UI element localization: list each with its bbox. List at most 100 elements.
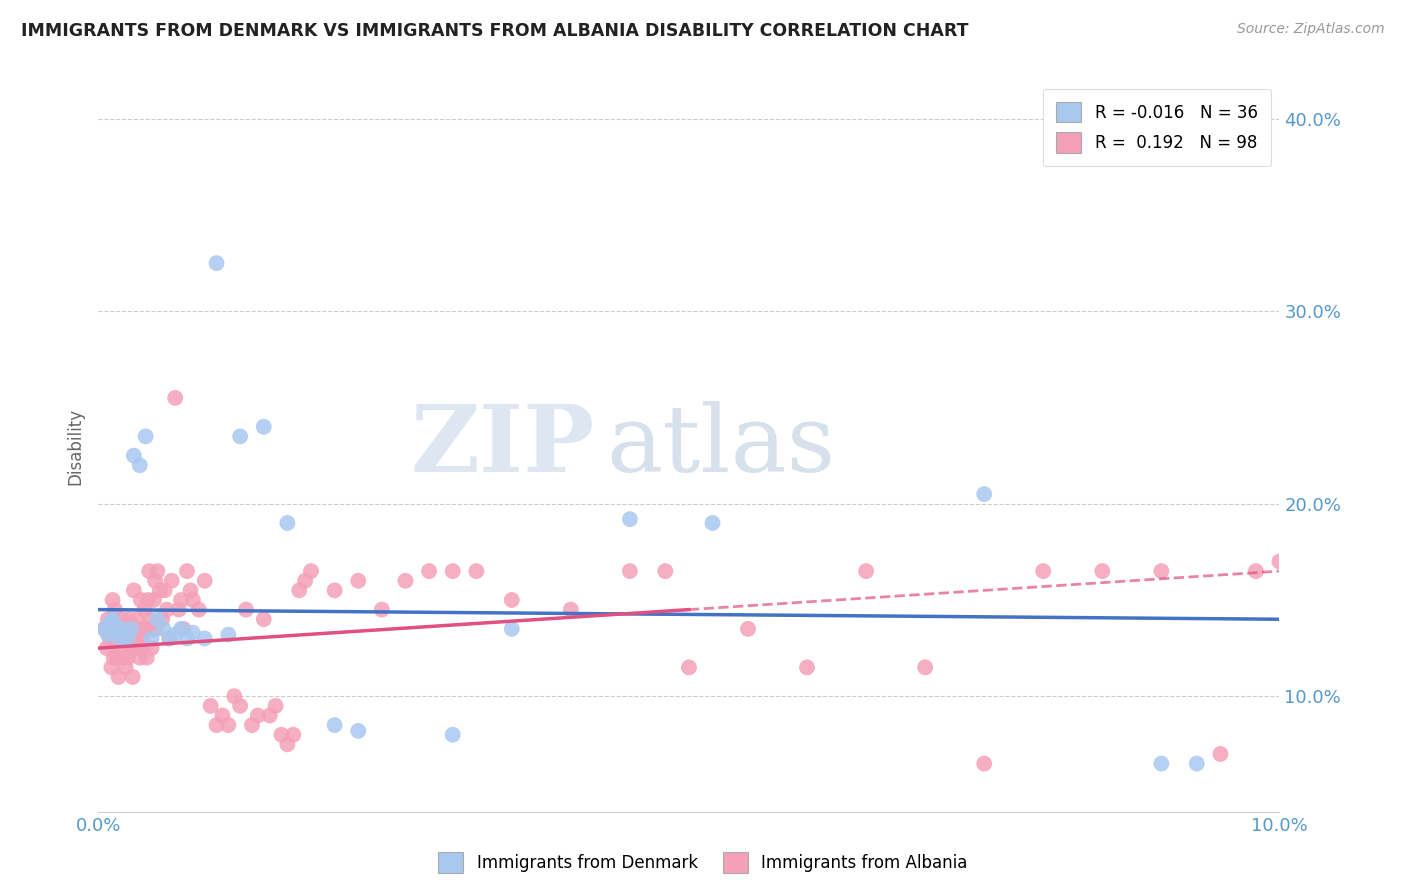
- Point: [347, 723, 370, 738]
- Point: [152, 622, 174, 636]
- Point: [122, 583, 145, 598]
- Point: [146, 564, 169, 578]
- Point: [121, 622, 143, 636]
- Point: [142, 622, 165, 636]
- Point: [122, 449, 145, 463]
- Point: [253, 612, 276, 626]
- Point: [98, 632, 121, 646]
- Point: [619, 564, 641, 578]
- Point: [101, 593, 124, 607]
- Point: [619, 512, 641, 526]
- Point: [229, 698, 252, 713]
- Point: [98, 616, 121, 631]
- Point: [135, 650, 157, 665]
- Point: [138, 564, 160, 578]
- Point: [654, 564, 676, 578]
- Point: [96, 641, 118, 656]
- Point: [115, 622, 138, 636]
- Point: [194, 574, 217, 588]
- Point: [205, 718, 228, 732]
- Point: [170, 622, 193, 636]
- Point: [118, 612, 141, 626]
- Point: [145, 622, 167, 636]
- Point: [737, 622, 759, 636]
- Point: [1091, 564, 1114, 578]
- Point: [112, 627, 135, 641]
- Point: [501, 622, 523, 636]
- Text: ZIP: ZIP: [411, 401, 595, 491]
- Point: [299, 564, 322, 578]
- Point: [141, 632, 163, 646]
- Point: [143, 574, 166, 588]
- Point: [1268, 554, 1291, 568]
- Point: [150, 612, 173, 626]
- Point: [93, 622, 115, 636]
- Point: [855, 564, 877, 578]
- Point: [157, 632, 180, 646]
- Text: atlas: atlas: [606, 401, 835, 491]
- Point: [240, 718, 263, 732]
- Point: [180, 583, 202, 598]
- Point: [253, 419, 276, 434]
- Point: [194, 632, 217, 646]
- Point: [217, 627, 239, 641]
- Point: [294, 574, 316, 588]
- Point: [1244, 564, 1267, 578]
- Text: Source: ZipAtlas.com: Source: ZipAtlas.com: [1237, 22, 1385, 37]
- Point: [264, 698, 287, 713]
- Point: [139, 612, 162, 626]
- Point: [172, 622, 194, 636]
- Point: [110, 641, 132, 656]
- Point: [165, 391, 187, 405]
- Point: [136, 593, 159, 607]
- Point: [224, 690, 246, 704]
- Point: [200, 698, 222, 713]
- Point: [128, 458, 150, 473]
- Point: [914, 660, 936, 674]
- Point: [128, 650, 150, 665]
- Point: [134, 602, 156, 616]
- Point: [1209, 747, 1232, 761]
- Point: [205, 256, 228, 270]
- Point: [132, 641, 155, 656]
- Point: [211, 708, 233, 723]
- Legend: R = -0.016   N = 36, R =  0.192   N = 98: R = -0.016 N = 36, R = 0.192 N = 98: [1043, 88, 1271, 166]
- Point: [142, 593, 165, 607]
- Point: [153, 583, 176, 598]
- Point: [128, 622, 150, 636]
- Point: [229, 429, 252, 443]
- Text: IMMIGRANTS FROM DENMARK VS IMMIGRANTS FROM ALBANIA DISABILITY CORRELATION CHART: IMMIGRANTS FROM DENMARK VS IMMIGRANTS FR…: [21, 22, 969, 40]
- Point: [107, 670, 129, 684]
- Point: [181, 593, 204, 607]
- Y-axis label: Disability: Disability: [66, 408, 84, 484]
- Point: [270, 728, 292, 742]
- Point: [259, 708, 281, 723]
- Point: [93, 622, 115, 636]
- Point: [176, 564, 198, 578]
- Point: [146, 612, 169, 626]
- Point: [131, 632, 153, 646]
- Point: [108, 622, 131, 636]
- Point: [121, 641, 143, 656]
- Point: [111, 612, 134, 626]
- Point: [129, 593, 152, 607]
- Point: [973, 756, 995, 771]
- Point: [135, 622, 157, 636]
- Point: [560, 602, 582, 616]
- Point: [108, 632, 131, 646]
- Point: [276, 516, 298, 530]
- Point: [105, 650, 128, 665]
- Point: [181, 625, 204, 640]
- Point: [165, 627, 187, 641]
- Point: [394, 574, 416, 588]
- Point: [176, 632, 198, 646]
- Point: [149, 583, 172, 598]
- Point: [441, 728, 464, 742]
- Legend: Immigrants from Denmark, Immigrants from Albania: Immigrants from Denmark, Immigrants from…: [432, 846, 974, 880]
- Point: [125, 641, 148, 656]
- Point: [465, 564, 488, 578]
- Point: [323, 718, 346, 732]
- Point: [235, 602, 257, 616]
- Point: [157, 632, 180, 646]
- Point: [1150, 564, 1173, 578]
